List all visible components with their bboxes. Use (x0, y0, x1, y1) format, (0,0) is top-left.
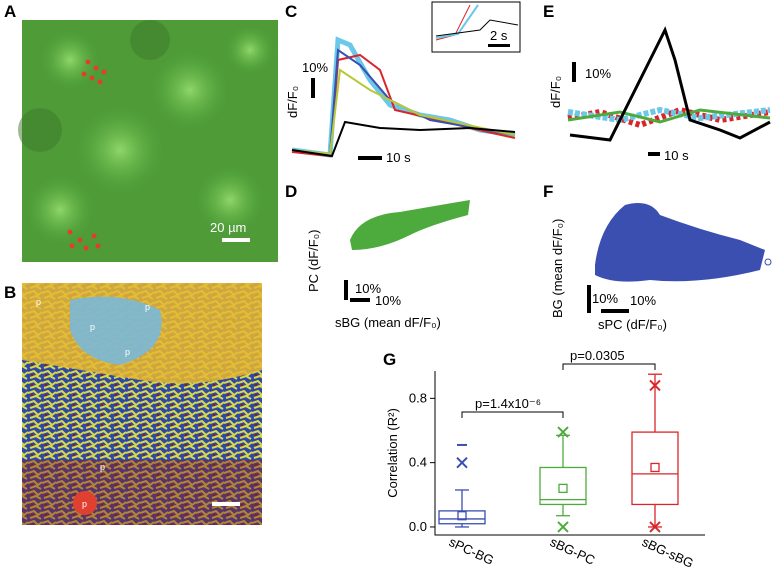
scale-bar (311, 78, 315, 98)
inset-trace (435, 19, 519, 37)
panel-letter: G (383, 350, 396, 369)
panel-letter: D (285, 182, 297, 201)
traces (567, 26, 771, 142)
x-tick-label: sPC-BG (447, 534, 497, 568)
microscopy-image (18, 20, 278, 262)
y-tick-label: 0.0 (409, 519, 427, 534)
panel-letter: B (4, 283, 16, 302)
cell-marker: p (125, 347, 130, 357)
scale-bar (572, 62, 576, 82)
significance-bracket (461, 411, 564, 418)
scale-bar (587, 285, 591, 313)
annotation: p=0.0305 (570, 348, 625, 363)
annotation: p=1.4x10⁻⁶ (475, 396, 541, 411)
box (539, 466, 587, 506)
cell-marker: p (145, 302, 150, 312)
significance-bracket (562, 363, 656, 370)
cell-marker: p (36, 297, 41, 307)
traces (291, 36, 516, 158)
outlier (557, 521, 569, 533)
scale-label: 10 s (664, 148, 689, 163)
y-tick-label: 0.4 (409, 455, 427, 470)
scatter-cloud (350, 200, 470, 250)
y-label: PC (dF/F₀) (306, 230, 321, 292)
mean (650, 462, 660, 473)
panel-letter: F (543, 182, 553, 201)
segmentation-image (22, 283, 262, 525)
y-label: BG (mean dF/F₀) (550, 219, 565, 318)
outlier (649, 521, 661, 533)
inset-trace (435, 4, 479, 39)
panel-letter: A (4, 2, 16, 21)
x-tick-label: sBG-sBG (640, 534, 696, 571)
scale-bar (648, 152, 660, 156)
box (631, 431, 679, 506)
scale-bar (358, 156, 382, 160)
y-tick-label: 0.8 (409, 390, 427, 405)
scale-bar (601, 309, 629, 313)
scale-label: 10% (630, 293, 656, 308)
outlier (456, 456, 468, 469)
cell-marker: p (100, 462, 105, 472)
outlier (649, 379, 661, 392)
scale-label: 10% (355, 281, 381, 296)
cell-marker: p (90, 322, 95, 332)
panel-letter: C (285, 2, 297, 21)
mean (457, 511, 467, 521)
scale-label: 10% (592, 291, 618, 306)
y-label: Correlation (R²) (385, 408, 400, 498)
cell-marker: p (82, 499, 87, 509)
box-chart: 0.0 0.4 0.8 Correlation (R²) sPC-BG sBG-PC sBG… (385, 348, 705, 571)
scale-label: 2 s (490, 28, 508, 43)
panel-letter: E (543, 2, 554, 21)
x-tick-label: sBG-PC (548, 534, 598, 568)
outlier (557, 426, 569, 438)
x-label: sBG (mean dF/F₀) (335, 315, 441, 330)
box (438, 510, 486, 525)
scale-label: 10% (585, 66, 611, 81)
y-label: dF/F₀ (548, 76, 563, 108)
axis (434, 371, 705, 536)
scale-bar (350, 298, 370, 302)
inset (431, 1, 521, 53)
scale-bar (488, 44, 510, 47)
scale-label: 10% (302, 60, 328, 75)
scale-label: 20 µm (210, 220, 246, 235)
x-label: sPC (dF/F₀) (598, 317, 667, 332)
scale-bar (344, 280, 348, 300)
scale-label: 10% (375, 293, 401, 308)
scale-label: 10 s (386, 150, 411, 165)
y-label: dF/F₀ (285, 86, 300, 118)
mean (558, 483, 568, 494)
scatter-cloud (595, 202, 765, 282)
